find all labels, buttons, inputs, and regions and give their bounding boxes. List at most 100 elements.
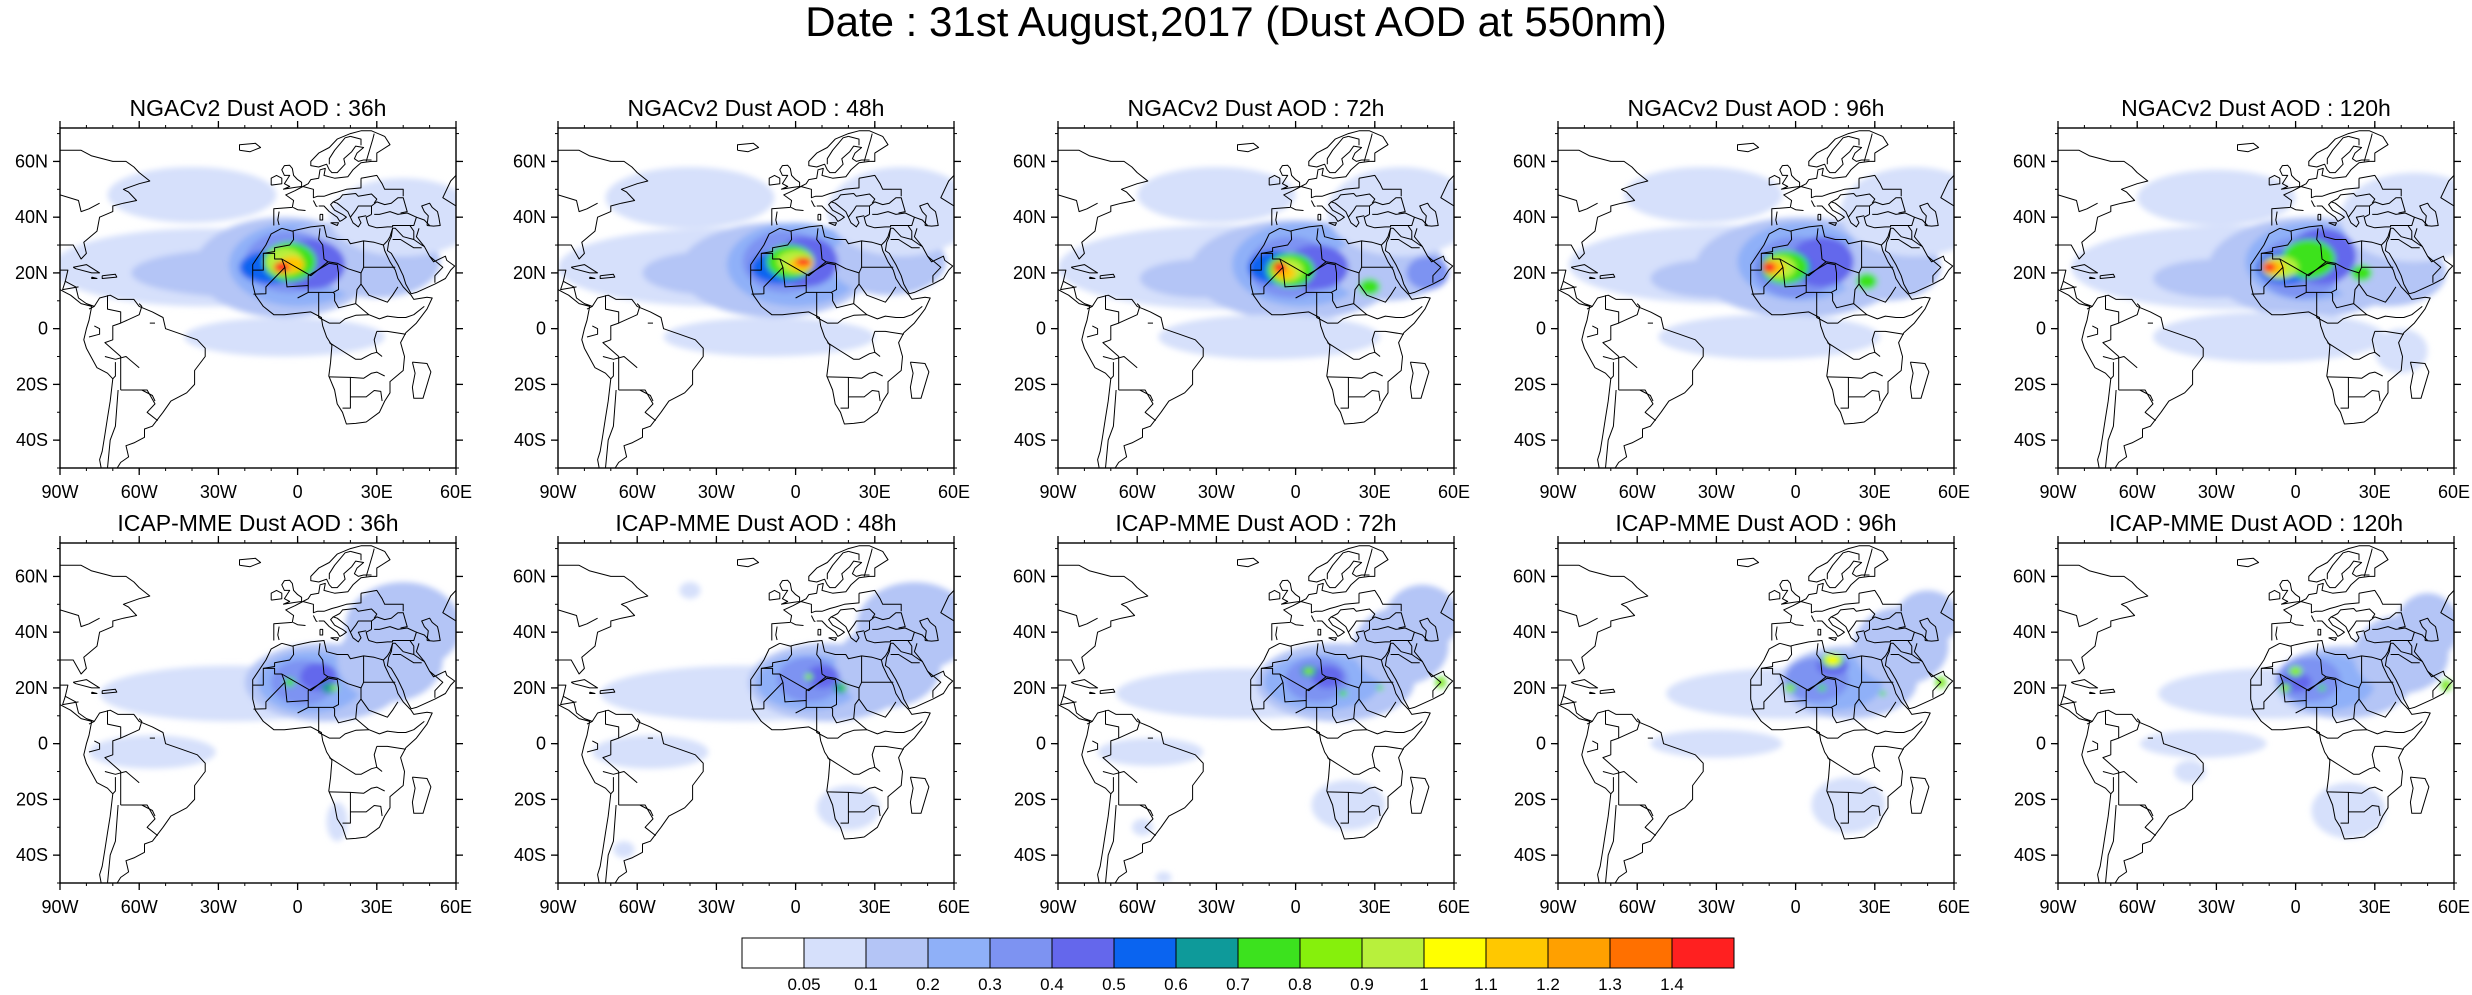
aod-contour	[1762, 261, 1776, 273]
map-frame	[1057, 542, 1455, 884]
lon-tick-label: 90W	[1539, 482, 1576, 502]
colorbar-label: 0.8	[1288, 975, 1312, 994]
aod-contour	[89, 735, 216, 769]
panel-title: ICAP-MME Dust AOD : 36h	[117, 510, 398, 536]
lat-tick-label: 20S	[514, 789, 546, 809]
lat-tick-label: 20N	[2013, 678, 2046, 698]
aod-contour	[107, 167, 277, 223]
lon-tick-label: 0	[1291, 482, 1301, 502]
lat-tick-label: 60N	[15, 151, 48, 171]
panel-title: ICAP-MME Dust AOD : 120h	[2109, 510, 2403, 536]
lat-tick-label: 20S	[1514, 374, 1546, 394]
lat-tick-label: 40S	[2014, 430, 2046, 450]
panel-title: NGACv2 Dust AOD : 120h	[2121, 95, 2391, 121]
aod-contour	[663, 317, 875, 357]
lon-tick-label: 30E	[361, 897, 393, 917]
lon-tick-label: 60W	[121, 482, 158, 502]
colorbar-swatch	[1423, 937, 1487, 969]
map-panel-10: ICAP-MME Dust AOD : 120h 90W 60W 30W 0 30E 60E…	[2013, 510, 2470, 917]
map-panel-3: NGACv2 Dust AOD : 72h 90W 60W 30W 0 30E 60E 60N…	[1013, 95, 1470, 502]
lon-tick-label: 60E	[1438, 482, 1470, 502]
aod-contour	[1818, 685, 1826, 691]
map-panel-7: ICAP-MME Dust AOD : 48h 90W 60W 30W 0 30E 60E 6…	[513, 510, 970, 917]
map-frame	[557, 542, 955, 884]
lon-tick-label: 30E	[859, 897, 891, 917]
map-frame	[1057, 127, 1455, 469]
lon-tick-label: 60E	[2438, 482, 2470, 502]
panel-title: NGACv2 Dust AOD : 72h	[1128, 95, 1385, 121]
aod-contour	[2174, 760, 2206, 783]
colorbar-label: 0.6	[1164, 975, 1188, 994]
panel-title: ICAP-MME Dust AOD : 48h	[615, 510, 896, 536]
lat-tick-label: 40S	[16, 845, 48, 865]
lon-tick-label: 60E	[440, 482, 472, 502]
lat-tick-label: 40N	[1513, 622, 1546, 642]
aod-contour	[1097, 738, 1204, 766]
lon-tick-label: 60E	[938, 897, 970, 917]
lat-tick-label: 60N	[513, 566, 546, 586]
lat-tick-label: 40S	[514, 430, 546, 450]
lat-tick-label: 40S	[2014, 845, 2046, 865]
colorbar-swatch	[741, 937, 805, 969]
aod-contour	[839, 685, 847, 691]
aod-contour	[804, 673, 813, 681]
lat-tick-label: 40S	[1014, 430, 1046, 450]
lat-tick-label: 0	[2036, 734, 2046, 754]
lon-tick-label: 30E	[1859, 482, 1891, 502]
coastlines	[2058, 130, 2454, 468]
aod-contour	[329, 178, 456, 257]
map-panel-6: ICAP-MME Dust AOD : 36h 90W 60W 30W 0 30E 60E 6…	[15, 510, 472, 917]
lat-tick-label: 60N	[2013, 566, 2046, 586]
colorbar-swatch	[1671, 937, 1735, 969]
lon-tick-label: 60E	[2438, 897, 2470, 917]
aod-contour	[1304, 667, 1314, 675]
lon-tick-label: 90W	[2039, 482, 2076, 502]
lat-tick-label: 0	[1536, 734, 1546, 754]
aod-contour	[592, 735, 709, 769]
panel-title: ICAP-MME Dust AOD : 72h	[1115, 510, 1396, 536]
lon-tick-label: 60W	[1619, 482, 1656, 502]
colorbar-label: 0.3	[978, 975, 1002, 994]
dust-aod-field	[558, 167, 954, 357]
lon-tick-label: 60W	[619, 482, 656, 502]
lon-tick-label: 60W	[1119, 482, 1156, 502]
lon-tick-label: 60W	[2119, 482, 2156, 502]
colorbar-label: 0.1	[854, 975, 878, 994]
lat-tick-label: 40N	[2013, 622, 2046, 642]
colorbar-swatch	[927, 937, 991, 969]
lon-tick-label: 30E	[2359, 482, 2391, 502]
map-panel-4: NGACv2 Dust AOD : 96h 90W 60W 30W 0 30E 60E 60N…	[1513, 95, 1970, 502]
lon-tick-label: 0	[2291, 482, 2301, 502]
aod-contour	[1155, 871, 1172, 883]
lon-tick-label: 60W	[2119, 897, 2156, 917]
colorbar-label: 0.7	[1226, 975, 1250, 994]
colorbar-label: 0.9	[1350, 975, 1374, 994]
lat-tick-label: 20N	[513, 678, 546, 698]
aod-contour	[2137, 169, 2296, 226]
aod-contour	[806, 665, 838, 688]
lat-tick-label: 40S	[16, 430, 48, 450]
colorbar-label: 1.1	[1474, 975, 1498, 994]
aod-contour	[273, 261, 290, 273]
lon-tick-label: 90W	[539, 897, 576, 917]
lat-tick-label: 60N	[1513, 566, 1546, 586]
lat-tick-label: 40N	[2013, 207, 2046, 227]
dust-aod-field	[2071, 169, 2454, 374]
lat-tick-label: 40N	[513, 622, 546, 642]
panel-title: NGACv2 Dust AOD : 36h	[130, 95, 387, 121]
lon-tick-label: 30W	[698, 482, 735, 502]
lat-tick-label: 20N	[15, 263, 48, 283]
lat-tick-label: 20N	[2013, 263, 2046, 283]
lat-tick-label: 60N	[15, 566, 48, 586]
lat-tick-label: 40N	[1013, 622, 1046, 642]
coastlines	[60, 130, 456, 468]
lon-tick-label: 30W	[1698, 482, 1735, 502]
lon-tick-label: 0	[1791, 897, 1801, 917]
colorbar-label: 1.3	[1598, 975, 1622, 994]
lat-tick-label: 20N	[513, 263, 546, 283]
aod-contour	[1406, 256, 1449, 290]
lon-tick-label: 0	[293, 482, 303, 502]
lon-tick-label: 30W	[200, 897, 237, 917]
lon-tick-label: 30W	[1698, 897, 1735, 917]
lon-tick-label: 30W	[2198, 897, 2235, 917]
